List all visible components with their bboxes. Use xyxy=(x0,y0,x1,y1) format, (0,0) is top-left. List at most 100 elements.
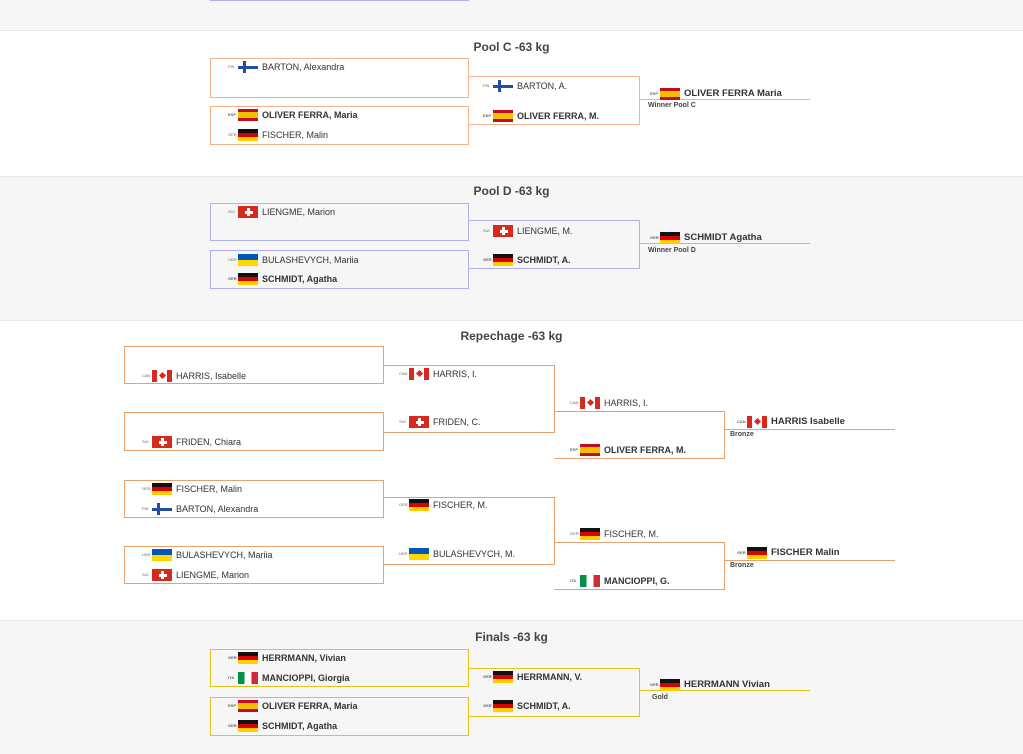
athlete-entry[interactable]: SUI LIENGME, M. xyxy=(483,224,573,238)
athlete-entry[interactable]: ESP OLIVER FERRA, Maria xyxy=(228,699,358,713)
athlete-entry[interactable]: ITA MANCIOPPI, G. xyxy=(570,574,670,588)
flag-fin-icon xyxy=(493,80,513,92)
athlete-entry[interactable]: GER FISCHER, M. xyxy=(570,527,659,541)
winner-entry[interactable]: GER SCHMIDT Agatha xyxy=(650,231,762,245)
athlete-entry[interactable]: SUI FRIDEN, C. xyxy=(399,415,481,429)
athlete-entry[interactable]: CAN HARRIS, I. xyxy=(570,396,648,410)
bracket-box xyxy=(210,58,469,98)
country-code: GER xyxy=(142,486,151,491)
athlete-entry[interactable]: CAN HARRIS, I. xyxy=(399,367,477,381)
bracket-line xyxy=(724,411,725,459)
bracket-line xyxy=(384,365,555,366)
flag-esp-icon xyxy=(660,88,680,100)
flag-ger-icon xyxy=(493,700,513,712)
athlete-entry[interactable]: UKR BULASHEVYCH, Mariia xyxy=(228,253,359,267)
country-code: ITA xyxy=(228,675,235,680)
result-label: Gold xyxy=(652,694,668,701)
athlete-entry[interactable]: GER HERRMANN, V. xyxy=(483,670,582,684)
athlete-entry[interactable]: GER FISCHER, Malin xyxy=(142,482,242,496)
section-title: Finals -63 kg xyxy=(475,630,548,644)
bracket-line xyxy=(469,76,640,77)
flag-ger-icon xyxy=(747,547,767,559)
flag-sui-icon xyxy=(493,225,513,237)
section-pool_c xyxy=(0,30,1023,176)
athlete-entry[interactable]: GER FISCHER, Malin xyxy=(228,128,328,142)
flag-can-icon xyxy=(747,416,767,428)
section-title: Pool D -63 kg xyxy=(473,184,550,198)
bracket-line xyxy=(554,365,555,433)
country-code: GER xyxy=(399,502,408,507)
country-code: GER xyxy=(650,235,659,240)
bracket-box xyxy=(210,250,469,289)
athlete-entry[interactable]: FIN BARTON, Alexandra xyxy=(142,502,258,516)
athlete-entry[interactable]: CAN HARRIS, Isabelle xyxy=(142,369,246,383)
athlete-name: BARTON, A. xyxy=(517,81,568,91)
winner-entry[interactable]: GER FISCHER Malin xyxy=(737,546,840,560)
athlete-entry[interactable]: UKR BULASHEVYCH, Mariia xyxy=(142,548,273,562)
athlete-entry[interactable]: ESP OLIVER FERRA, Maria xyxy=(228,108,358,122)
flag-ita-icon xyxy=(238,672,258,684)
athlete-entry[interactable]: GER SCHMIDT, A. xyxy=(483,699,571,713)
athlete-entry[interactable]: SUI LIENGME, Marion xyxy=(142,568,249,582)
athlete-entry[interactable]: ESP OLIVER FERRA, M. xyxy=(483,109,599,123)
athlete-name: MANCIOPPI, Giorgia xyxy=(262,673,350,683)
athlete-name: HARRIS, I. xyxy=(604,398,649,408)
athlete-entry[interactable]: GER SCHMIDT, Agatha xyxy=(228,719,337,733)
flag-sui-icon xyxy=(409,416,429,428)
section-finals xyxy=(0,620,1023,754)
flag-ger-icon xyxy=(152,483,172,495)
flag-ger-icon xyxy=(580,528,600,540)
flag-can-icon xyxy=(409,368,429,380)
athlete-name: MANCIOPPI, G. xyxy=(604,576,670,586)
country-code: GER xyxy=(228,723,237,728)
athlete-name: SCHMIDT, Agatha xyxy=(262,721,338,731)
bracket-box xyxy=(210,697,469,736)
flag-fin-icon xyxy=(238,61,258,73)
bracket-line xyxy=(384,564,555,565)
bracket-line xyxy=(639,220,640,269)
athlete-name: OLIVER FERRA, Maria xyxy=(262,701,358,711)
flag-ger-icon xyxy=(493,254,513,266)
country-code: FIN xyxy=(142,506,149,511)
winner-entry[interactable]: GER HERRMANN Vivian xyxy=(650,678,770,692)
country-code: ITA xyxy=(570,578,577,583)
bracket-line xyxy=(554,589,725,590)
bracket-line xyxy=(384,497,555,498)
bracket-box xyxy=(124,546,384,584)
athlete-name: LIENGME, Marion xyxy=(176,570,250,580)
athlete-entry[interactable]: GER HERRMANN, Vivian xyxy=(228,651,346,665)
athlete-name: SCHMIDT Agatha xyxy=(684,232,762,243)
athlete-entry[interactable]: GER SCHMIDT, Agatha xyxy=(228,272,337,286)
flag-ger-icon xyxy=(493,671,513,683)
athlete-entry[interactable]: ITA MANCIOPPI, Giorgia xyxy=(228,671,350,685)
athlete-entry[interactable]: SUI LIENGME, Marion xyxy=(228,205,335,219)
result-label: Bronze xyxy=(730,562,754,569)
country-code: CAN xyxy=(399,371,408,376)
athlete-entry[interactable]: GER FISCHER, M. xyxy=(399,498,488,512)
bracket-line xyxy=(639,690,810,691)
section-title: Repechage -63 kg xyxy=(460,329,563,343)
athlete-entry[interactable]: UKR BULASHEVYCH, M. xyxy=(399,547,515,561)
athlete-name: BULASHEVYCH, Mariia xyxy=(262,255,359,265)
athlete-entry[interactable]: SUI FRIDEN, Chiara xyxy=(142,435,241,449)
bracket-line xyxy=(554,458,725,459)
athlete-entry[interactable]: GER SCHMIDT, A. xyxy=(483,253,571,267)
athlete-name: BARTON, Alexandra xyxy=(262,62,345,72)
winner-entry[interactable]: ESP OLIVER FERRA Maria xyxy=(650,87,782,101)
athlete-entry[interactable]: ESP OLIVER FERRA, M. xyxy=(570,443,686,457)
country-code: SUI xyxy=(142,439,149,444)
athlete-entry[interactable]: FIN BARTON, Alexandra xyxy=(228,60,344,74)
country-code: GER xyxy=(228,132,237,137)
athlete-name: HERRMANN, Vivian xyxy=(262,653,346,663)
athlete-entry[interactable]: FIN BARTON, A. xyxy=(483,79,567,93)
bracket-box xyxy=(210,203,469,241)
flag-ger-icon xyxy=(409,499,429,511)
result-label: Winner Pool D xyxy=(648,247,696,254)
flag-ukr-icon xyxy=(409,548,429,560)
country-code: SUI xyxy=(399,419,406,424)
bracket-box xyxy=(210,649,469,687)
country-code: ESP xyxy=(570,447,579,452)
winner-entry[interactable]: CAN HARRIS Isabelle xyxy=(737,415,845,429)
athlete-name: HARRIS, I. xyxy=(433,369,478,379)
country-code: GER xyxy=(737,550,746,555)
